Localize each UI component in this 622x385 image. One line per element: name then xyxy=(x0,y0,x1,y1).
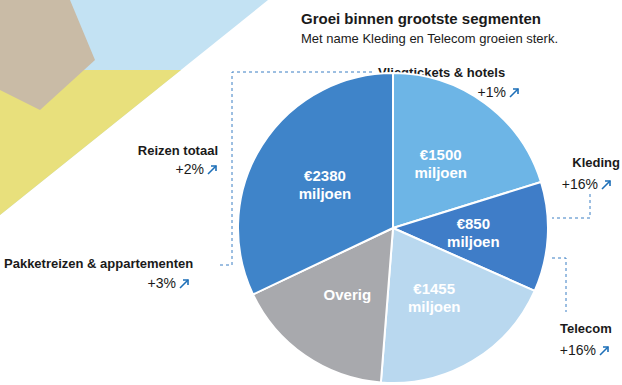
svg-text:+16%: +16% xyxy=(562,176,598,192)
svg-text:+3%: +3% xyxy=(148,275,176,291)
svg-text:€2380: €2380 xyxy=(304,167,346,184)
svg-text:€1500: €1500 xyxy=(420,146,462,163)
svg-text:€1455: €1455 xyxy=(413,280,455,297)
svg-text:+2%: +2% xyxy=(176,161,204,177)
svg-text:miljoen: miljoen xyxy=(414,164,467,181)
svg-text:miljoen: miljoen xyxy=(447,233,500,250)
svg-text:Telecom: Telecom xyxy=(560,321,612,336)
svg-text:+1%: +1% xyxy=(478,84,506,100)
svg-text:miljoen: miljoen xyxy=(299,185,352,202)
svg-text:€850: €850 xyxy=(457,215,490,232)
svg-text:Overig: Overig xyxy=(324,286,372,303)
svg-text:Vliegtickets & hotels: Vliegtickets & hotels xyxy=(378,64,506,80)
svg-text:Pakketreizen & appartementen: Pakketreizen & appartementen xyxy=(4,256,193,271)
svg-text:Reizen totaal: Reizen totaal xyxy=(138,143,218,158)
svg-text:miljoen: miljoen xyxy=(408,298,461,315)
svg-text:+16%: +16% xyxy=(560,342,596,358)
svg-text:Kleding: Kleding xyxy=(572,155,620,170)
svg-text:Groei binnen grootste segmente: Groei binnen grootste segmenten xyxy=(301,10,541,27)
svg-text:Met name Kleding en Telecom gr: Met name Kleding en Telecom groeien ster… xyxy=(301,31,558,46)
